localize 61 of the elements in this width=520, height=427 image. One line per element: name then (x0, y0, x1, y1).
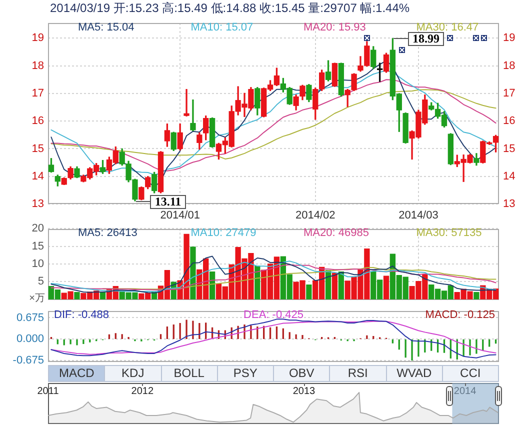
text: MA10: 27479 (190, 227, 256, 240)
series-label: DEA: -0.425 (244, 309, 304, 322)
y-tick-label: 0.675 (16, 312, 44, 324)
y-tick-label: 15 (32, 240, 44, 252)
bar (190, 246, 196, 300)
bar (332, 272, 338, 300)
text: MA20: 15.93 (304, 22, 366, 34)
y-tick-label: 17 (32, 87, 44, 100)
text: MA20: 46985 (304, 227, 369, 240)
y-tick-label: 5 (38, 276, 44, 288)
series-label: MACD: -0.125 (425, 309, 495, 322)
x-tick-label: 2012 (131, 386, 154, 397)
y-tick-label: 19 (32, 32, 44, 44)
text: MA10: 15.07 (190, 22, 254, 34)
tab[interactable]: PSY (218, 365, 274, 382)
y-tick-label: 16 (32, 115, 44, 128)
tab[interactable]: BOLL (162, 365, 218, 382)
y2-tick-label: 16 (503, 115, 516, 128)
y-tick-label: 20 (32, 222, 44, 235)
tab[interactable]: MACD (49, 365, 106, 382)
slider-handle[interactable] (446, 386, 453, 406)
x-tick-label: 2014 (454, 386, 477, 397)
y-tick-label: 15 (32, 142, 44, 155)
candlestick (190, 99, 196, 132)
y-tick-label: 0.000 (16, 333, 44, 346)
text: MA5: 26413 (78, 227, 138, 240)
x-tick-label: 2014/01 (160, 210, 200, 222)
chart-title: 2014/03/19 开:15.23 高:15.49 低:14.88 收:15.45 量:29707 幅:1.44% (50, 1, 410, 16)
y2-tick-label: 17 (503, 87, 516, 100)
tab[interactable]: CCI (442, 365, 499, 382)
tab[interactable]: RSI (330, 365, 386, 382)
bar (474, 292, 480, 300)
y-tick-label: 14 (32, 170, 44, 182)
y-tick-label: -0.675 (12, 354, 44, 367)
tab[interactable]: WVAD (386, 365, 443, 382)
text: DIF: -0.488 (54, 309, 110, 322)
y-tick-label: 13 (32, 198, 44, 210)
annotation: 13.11 (154, 194, 182, 209)
x-tick-label: 2013 (292, 386, 316, 397)
y-tick-label: 18 (32, 60, 44, 72)
y-tick-label: 10 (32, 258, 44, 270)
y-axis-title: ×万 (29, 293, 45, 304)
y2-tick-label: 19 (503, 32, 516, 44)
y2-tick-label: 15 (503, 142, 516, 155)
x-tick-label: 2014/03 (398, 210, 438, 222)
slider-handle[interactable] (494, 386, 502, 406)
y2-tick-label: 18 (503, 60, 516, 72)
bar (338, 271, 344, 300)
bar (383, 276, 390, 300)
bar (74, 292, 80, 300)
y2-tick-label: 13 (503, 198, 516, 210)
y2-tick-label: 14 (503, 170, 516, 182)
annotation: 18.99 (412, 32, 440, 46)
x-tick-label: 2014/02 (295, 210, 336, 222)
bar (306, 284, 312, 300)
tab[interactable]: KDJ (105, 365, 162, 382)
text: MA30: 57135 (416, 227, 482, 240)
tab[interactable]: OBV (274, 365, 330, 382)
text: MA30: 16.47 (416, 22, 479, 34)
candlestick (184, 88, 190, 116)
text: MA5: 15.04 (78, 22, 134, 34)
